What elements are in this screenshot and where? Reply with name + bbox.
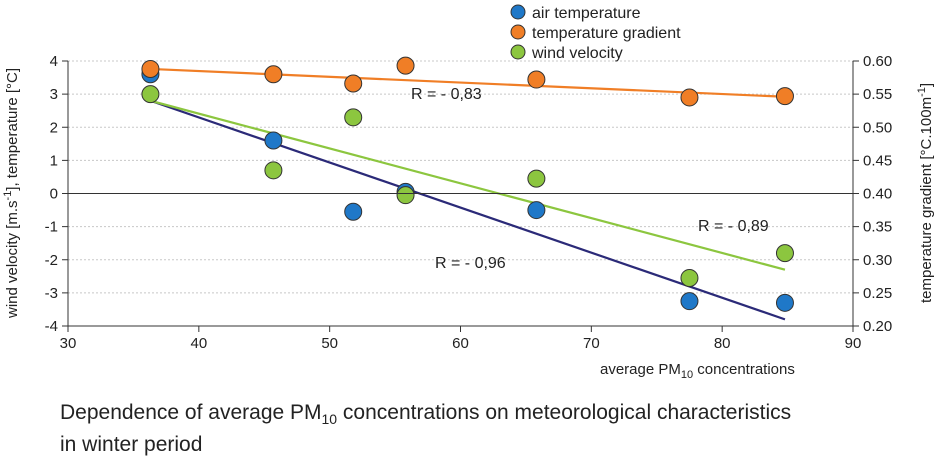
y-right-tick-label: 0.25 (863, 285, 892, 302)
point-temperature-gradient (680, 88, 699, 107)
y-left-tick-label: -3 (45, 285, 58, 302)
y-right-tick-label: 0.55 (863, 86, 892, 103)
point-wind-velocity (396, 186, 415, 205)
y-left-tick-label: 4 (50, 53, 58, 70)
r-label-air-temperature: R = - 0,96 (435, 255, 506, 272)
x-tick-label: 60 (452, 335, 469, 352)
legend-marker-wind-velocity (510, 44, 526, 60)
point-temperature-gradient (775, 87, 794, 106)
y-right-tick-label: 0.35 (863, 219, 892, 236)
y-right-tick-label: 0.40 (863, 186, 892, 203)
y-right-tick-label: 0.30 (863, 252, 892, 269)
y-right-tick-label: 0.50 (863, 119, 892, 136)
x-tick-label: 90 (845, 335, 862, 352)
point-air-temperature (680, 292, 699, 311)
point-air-temperature (344, 202, 363, 221)
y-left-tick-label: -4 (45, 318, 58, 335)
x-tick-label: 50 (321, 335, 338, 352)
point-air-temperature (527, 201, 546, 220)
x-tick-label: 80 (714, 335, 731, 352)
data-points (141, 56, 794, 312)
legend-marker-temperature-gradient (510, 24, 526, 40)
trend-line-air-temperature (150, 99, 786, 321)
point-wind-velocity (344, 108, 363, 127)
y-left-tick-label: 2 (50, 119, 58, 136)
point-wind-velocity (141, 85, 160, 104)
point-wind-velocity (527, 169, 546, 188)
x-tick-label: 40 (190, 335, 207, 352)
y-axis-right-title: temperature gradient [°C.100m-1] (916, 83, 935, 303)
point-temperature-gradient (527, 70, 546, 89)
trend-line-wind-velocity (150, 99, 786, 271)
legend-label-wind-velocity: wind velocity (531, 45, 623, 62)
r-label-temperature-gradient: R = - 0,83 (411, 86, 482, 103)
chart: 4 3 2 1 0 -1 -2 -3 -4 0.60 0.55 0.50 0.45 0.40 0.35 0.3… (2, 4, 935, 381)
y-axis-left-title: wind velocity [m.s-1], temperature [°C] (2, 68, 21, 319)
point-temperature-gradient (141, 59, 160, 78)
y-right-tick-label: 0.60 (863, 53, 892, 70)
x-axis-title: average PM10 concentrations (600, 361, 795, 381)
legend: air temperature temperature gradient win… (510, 4, 681, 62)
caption-line-2: in winter period (60, 433, 203, 457)
figure-caption: Dependence of average PM10 concentration… (60, 400, 945, 458)
y-right-tick-label: 0.20 (863, 318, 892, 335)
point-air-temperature (775, 293, 794, 312)
point-temperature-gradient (344, 74, 363, 93)
point-wind-velocity (264, 161, 283, 180)
axes (62, 60, 859, 332)
point-temperature-gradient (264, 65, 283, 84)
x-tick-label: 70 (583, 335, 600, 352)
caption-line-1: Dependence of average PM10 concentration… (60, 401, 792, 428)
y-left-tick-label: 1 (50, 152, 58, 169)
legend-label-temperature-gradient: temperature gradient (532, 25, 681, 42)
y-left-tick-label: -2 (45, 252, 58, 269)
point-wind-velocity (680, 268, 699, 287)
point-air-temperature (264, 131, 283, 150)
tick-labels: 4 3 2 1 0 -1 -2 -3 -4 0.60 0.55 0.50 0.45 0.40 0.35 0.3… (45, 53, 893, 352)
y-left-tick-label: 3 (50, 86, 58, 103)
legend-marker-air-temperature (510, 4, 526, 20)
trend-lines (150, 67, 786, 321)
legend-label-air-temperature: air temperature (532, 5, 641, 22)
y-left-tick-label: -1 (45, 219, 58, 236)
y-right-tick-label: 0.45 (863, 152, 892, 169)
trend-line-temperature-gradient (150, 67, 786, 98)
r-label-wind-velocity: R = - 0,89 (698, 218, 769, 235)
point-wind-velocity (775, 244, 794, 263)
y-left-tick-label: 0 (50, 186, 58, 203)
point-temperature-gradient (396, 56, 415, 75)
x-tick-label: 30 (60, 335, 77, 352)
